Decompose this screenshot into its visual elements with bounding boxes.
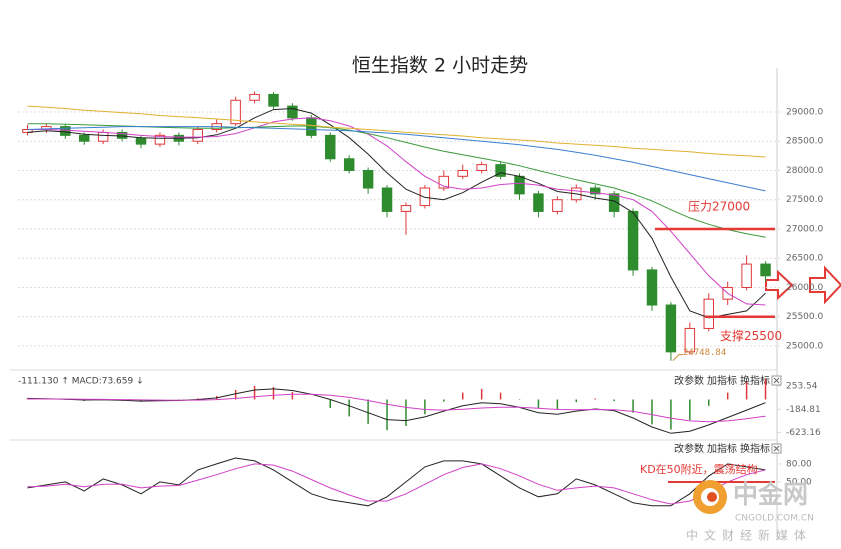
candle-body — [589, 187, 601, 195]
low-label: 24748.84 — [683, 348, 726, 358]
candle-body — [135, 137, 147, 145]
close-icon — [773, 445, 780, 452]
y-tick-label: 27500.0 — [786, 195, 823, 205]
arrow-icon — [765, 269, 794, 301]
candle-body — [703, 298, 714, 329]
level-label: 压力27000 — [688, 199, 750, 213]
candle-body — [230, 99, 241, 125]
candle-body — [325, 134, 336, 160]
panel-button[interactable]: 加指标 — [707, 442, 737, 455]
line-series — [27, 457, 766, 507]
y-tick-label: 253.54 — [786, 382, 818, 392]
kd-note: KD在50附近，震荡结构 — [640, 462, 758, 476]
panel-button[interactable]: 改参数 — [674, 442, 704, 455]
candle-body — [268, 93, 279, 107]
watermark-url: CNGOLD.COM.CN — [735, 514, 814, 524]
watermark-slogan: 中文财经新媒体 — [686, 528, 812, 543]
low-pointer — [672, 354, 683, 362]
candle-body — [419, 187, 431, 207]
candle-body — [514, 175, 525, 195]
candle-body — [552, 199, 563, 212]
candle-body — [249, 93, 260, 101]
candle-body — [741, 263, 752, 288]
candle-body — [381, 187, 393, 212]
panel-button[interactable]: 换指标 — [740, 374, 770, 387]
y-tick-label: 26000.0 — [786, 283, 823, 293]
candle-body — [627, 210, 639, 271]
watermark-name: 中金网 — [733, 480, 808, 509]
candle-body — [97, 131, 109, 142]
y-tick-label: 26500.0 — [786, 254, 823, 264]
candle-body — [79, 134, 90, 142]
candle-body — [438, 175, 450, 189]
candle-body — [646, 269, 658, 306]
candle-body — [608, 193, 620, 212]
candle-body — [760, 263, 771, 277]
y-tick-label: 27000.0 — [786, 224, 823, 234]
line-series — [27, 105, 766, 158]
candle-body — [287, 105, 298, 119]
line-series — [27, 463, 766, 505]
line-series — [27, 388, 766, 434]
panel-button[interactable]: 加指标 — [707, 374, 737, 387]
candle-body — [457, 169, 468, 177]
indicator-legend: -111.130 ↑ MACD:73.659 ↓ — [18, 377, 144, 387]
candle-body — [684, 327, 696, 353]
line-series — [27, 107, 766, 319]
y-tick-label: -184.81 — [786, 405, 821, 415]
candle-body — [400, 205, 412, 212]
panel-button[interactable]: 改参数 — [674, 374, 704, 387]
chart-title: 恒生指数 2 小时走势 — [352, 55, 528, 77]
y-tick-label: 29000.0 — [786, 107, 823, 117]
close-icon — [773, 377, 780, 384]
y-tick-label: 28500.0 — [786, 137, 823, 147]
y-tick-label: 50.00 — [786, 477, 812, 487]
candle-body — [476, 164, 487, 171]
watermark: 中金网 CNGOLD.COM.CN 中文财经新媒体 — [686, 480, 814, 543]
candle-body — [533, 193, 544, 212]
y-tick-label: -623.16 — [786, 428, 821, 438]
line-series — [27, 393, 766, 423]
y-tick-label: 80.00 — [786, 459, 812, 469]
candle-body — [60, 126, 71, 136]
line-series — [27, 126, 766, 192]
level-label: 支撑25500 — [720, 328, 782, 343]
candle-body — [495, 164, 506, 177]
candle-body — [22, 129, 33, 133]
candle-body — [362, 169, 374, 189]
candle-body — [192, 129, 204, 142]
panel-button[interactable]: 换指标 — [740, 442, 770, 455]
candle-body — [665, 304, 677, 353]
y-tick-label: 25500.0 — [786, 312, 823, 322]
y-tick-label: 25000.0 — [786, 341, 823, 351]
y-tick-label: 28000.0 — [786, 166, 823, 176]
candle-body — [154, 134, 166, 145]
arrow-icon — [809, 265, 841, 305]
logo — [707, 492, 717, 502]
candle-body — [343, 158, 355, 171]
line-series — [27, 117, 766, 306]
